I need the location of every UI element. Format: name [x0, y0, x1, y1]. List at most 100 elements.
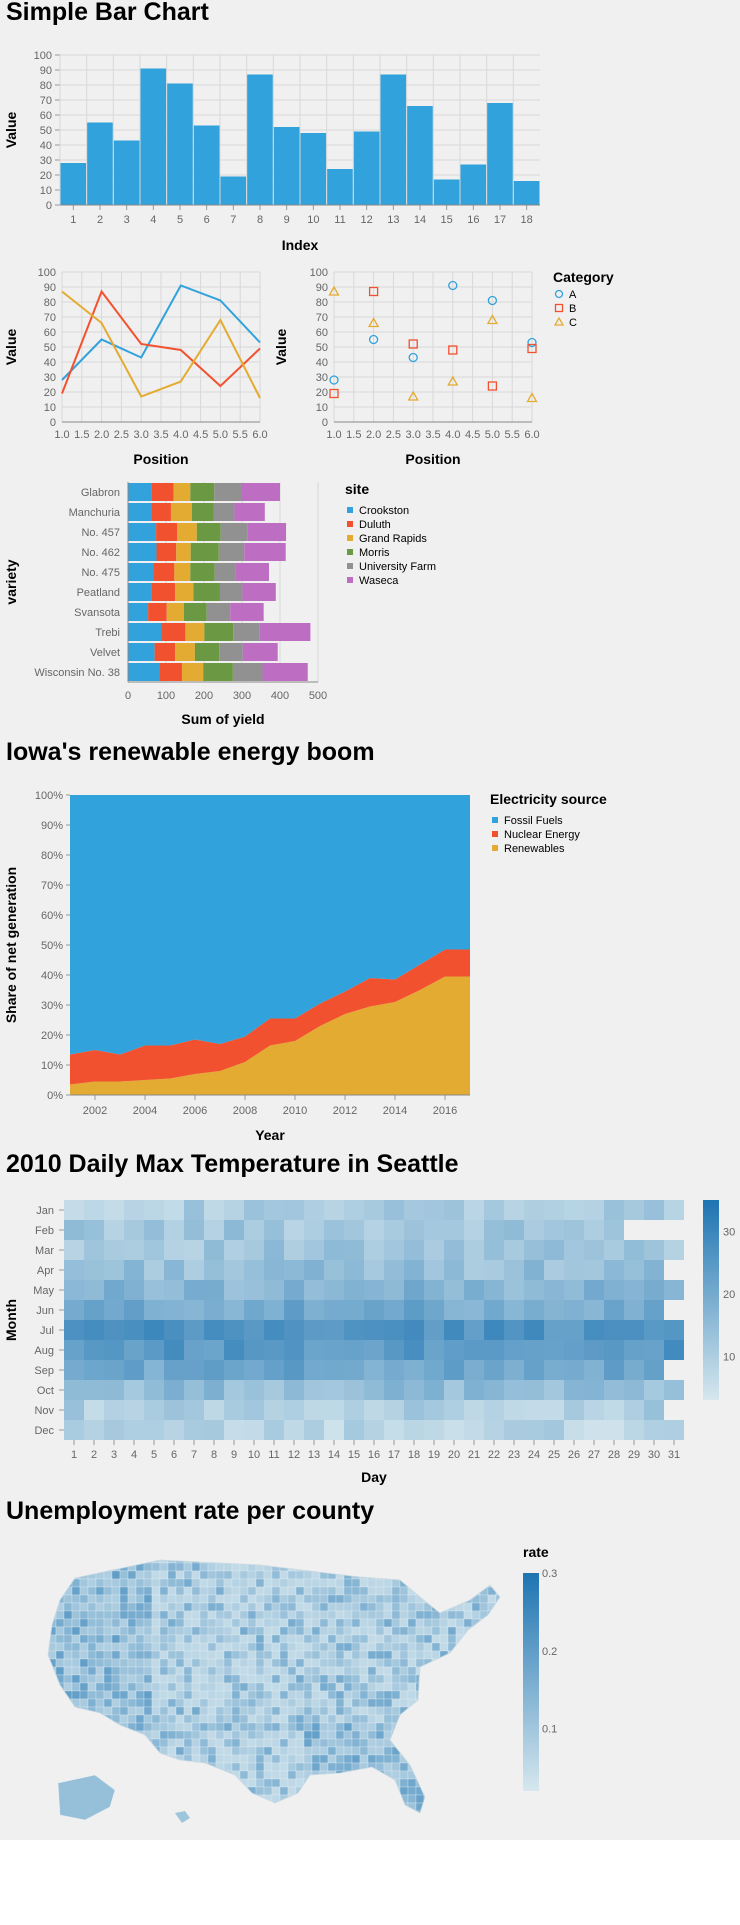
county	[223, 1722, 233, 1732]
heat-cell	[424, 1420, 444, 1440]
heat-cell	[264, 1420, 284, 1440]
county	[247, 1698, 257, 1708]
county	[504, 1739, 512, 1747]
county	[383, 1586, 393, 1596]
county	[48, 1626, 49, 1636]
y-tick-label: 40%	[41, 970, 63, 982]
county	[143, 1682, 153, 1692]
county	[151, 1634, 161, 1644]
legend-label: Crookston	[359, 505, 409, 517]
county	[255, 1778, 265, 1788]
county	[95, 1698, 105, 1708]
county	[487, 1794, 497, 1804]
heat-cell	[204, 1200, 224, 1220]
county	[48, 1802, 57, 1812]
county	[167, 1642, 177, 1652]
county	[127, 1578, 137, 1588]
county	[375, 1634, 385, 1644]
county	[271, 1778, 281, 1788]
county	[359, 1810, 369, 1813]
county	[407, 1634, 417, 1644]
bar	[87, 122, 113, 205]
heat-cell	[644, 1340, 664, 1360]
county	[303, 1674, 313, 1684]
county	[215, 1730, 225, 1740]
legend-label: Waseca	[359, 575, 399, 587]
county	[255, 1642, 265, 1652]
heat-cell	[124, 1360, 144, 1380]
county	[48, 1819, 56, 1827]
county	[359, 1802, 369, 1812]
stack-segment	[194, 643, 220, 661]
stack-segment	[247, 523, 287, 541]
county	[407, 1786, 417, 1796]
county	[199, 1722, 209, 1732]
heat-cell	[224, 1220, 244, 1240]
county	[159, 1706, 169, 1716]
heat-cell	[264, 1360, 284, 1380]
county	[439, 1714, 449, 1724]
x-tick-label: 16	[368, 1449, 380, 1461]
county	[159, 1786, 169, 1796]
county	[319, 1626, 329, 1636]
county	[327, 1690, 337, 1700]
county	[231, 1626, 241, 1636]
stack-segment	[204, 623, 234, 641]
heat-cell	[324, 1420, 344, 1440]
county	[312, 1819, 320, 1827]
legend-label: Renewables	[504, 843, 565, 855]
county	[343, 1650, 353, 1660]
county	[255, 1610, 265, 1620]
heat-cell	[84, 1280, 104, 1300]
heat-cell	[664, 1200, 684, 1220]
county	[231, 1578, 241, 1588]
county	[255, 1562, 265, 1572]
y-tick-label: 20	[316, 387, 328, 399]
county	[463, 1698, 473, 1708]
heat-cell	[364, 1380, 384, 1400]
county	[255, 1786, 265, 1796]
county	[471, 1706, 481, 1716]
county	[111, 1802, 121, 1812]
county	[264, 1819, 272, 1827]
county	[423, 1602, 433, 1612]
county	[79, 1642, 89, 1652]
county	[48, 1746, 57, 1756]
x-tick-label: 2012	[333, 1105, 357, 1117]
county	[255, 1602, 265, 1612]
heat-cell	[264, 1260, 284, 1280]
county	[119, 1786, 129, 1796]
bar	[273, 127, 300, 205]
county	[71, 1690, 81, 1700]
point-A	[487, 295, 498, 306]
county	[399, 1738, 409, 1748]
county	[415, 1762, 425, 1772]
heat-cell	[284, 1380, 304, 1400]
county	[279, 1626, 289, 1636]
county	[303, 1626, 313, 1636]
stack-segment	[242, 583, 276, 601]
county	[231, 1682, 241, 1692]
county	[311, 1730, 321, 1740]
x-tick-label: 4.0	[445, 429, 460, 441]
county	[111, 1666, 121, 1676]
county	[279, 1778, 289, 1788]
county	[63, 1746, 73, 1756]
county	[159, 1714, 169, 1724]
county	[359, 1666, 369, 1676]
heat-cell	[264, 1400, 284, 1420]
county	[63, 1634, 73, 1644]
legend-label: Duluth	[359, 519, 391, 531]
county	[159, 1586, 169, 1596]
county	[279, 1786, 289, 1796]
county	[151, 1586, 161, 1596]
heat-cell	[84, 1220, 104, 1240]
heat-cell	[104, 1360, 124, 1380]
county	[463, 1754, 473, 1764]
county	[247, 1586, 257, 1596]
county	[311, 1626, 321, 1636]
heat-cell	[144, 1380, 164, 1400]
county	[335, 1610, 345, 1620]
county	[127, 1770, 137, 1780]
county	[351, 1562, 361, 1572]
